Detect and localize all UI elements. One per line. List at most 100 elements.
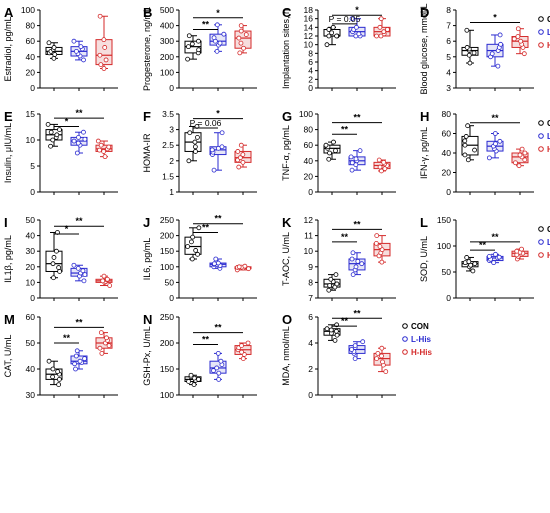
y-tick-label: 50 — [442, 267, 452, 277]
y-axis-label: GSH-Px, U/mL — [142, 326, 152, 386]
box-l-his — [348, 250, 366, 278]
y-tick-label: 2.5 — [162, 140, 174, 150]
data-point — [324, 42, 330, 48]
sig-label: ** — [341, 124, 349, 134]
y-axis-label: MDA, nmol/mL — [281, 326, 291, 386]
data-point — [56, 376, 62, 382]
data-point — [521, 51, 527, 57]
data-point — [196, 38, 201, 44]
data-point — [348, 154, 354, 160]
data-point — [186, 44, 191, 50]
box-l-his — [209, 350, 227, 382]
sig-label: ** — [214, 214, 222, 224]
data-point — [193, 149, 198, 154]
data-point — [237, 155, 243, 161]
panel-letter: L — [420, 215, 428, 230]
data-point — [185, 244, 191, 249]
data-point — [498, 41, 504, 47]
legend-label: L-His — [547, 238, 550, 247]
y-tick-label: 3 — [446, 83, 451, 93]
data-point — [215, 260, 221, 266]
sig-label: * — [65, 224, 69, 234]
y-tick-label: 60 — [26, 312, 36, 322]
box-l-his — [348, 16, 366, 39]
data-point — [216, 376, 222, 382]
data-point — [353, 264, 359, 270]
data-point — [238, 23, 244, 29]
data-point — [236, 164, 242, 170]
data-point — [514, 248, 520, 254]
data-point — [511, 36, 517, 42]
data-point — [489, 51, 495, 57]
data-point — [519, 146, 525, 152]
data-point — [214, 48, 220, 54]
data-point — [54, 248, 59, 254]
data-point — [513, 160, 518, 166]
data-point — [349, 167, 355, 173]
data-point — [462, 152, 468, 158]
box-con — [184, 124, 202, 164]
box-l-his — [209, 256, 227, 271]
data-point — [519, 246, 524, 252]
data-point — [189, 41, 195, 47]
data-point — [188, 372, 194, 378]
box-con — [45, 122, 63, 149]
sig-label: ** — [202, 335, 210, 345]
data-point — [467, 60, 473, 66]
box-h-his — [373, 233, 391, 265]
y-tick-label: 6 — [446, 36, 451, 46]
panel-letter: D — [420, 5, 429, 20]
data-point — [328, 276, 334, 282]
data-point — [355, 258, 361, 264]
data-point — [75, 265, 81, 271]
data-point — [463, 134, 469, 139]
data-point — [102, 45, 108, 50]
legend-label: L-His — [547, 132, 550, 141]
sig-label: ** — [63, 333, 71, 343]
data-point — [377, 244, 383, 249]
box-l-his — [486, 251, 504, 266]
panel-j: J 0 50 100 150 200 250 IL6, pg/mL ** ** — [142, 214, 257, 303]
box-h-his — [234, 23, 252, 56]
data-point — [213, 256, 219, 262]
data-point — [326, 27, 332, 32]
data-point — [80, 268, 86, 274]
y-tick-label: 0 — [30, 83, 35, 93]
y-tick-label: 16 — [304, 14, 314, 24]
data-point — [462, 138, 468, 144]
data-point — [496, 254, 502, 260]
data-point — [97, 345, 103, 351]
data-point — [491, 260, 497, 266]
data-point — [377, 164, 383, 170]
data-point — [385, 27, 390, 32]
y-tick-label: 250 — [160, 312, 174, 322]
data-point — [74, 48, 79, 54]
y-tick-label: 100 — [160, 390, 174, 400]
data-point — [515, 34, 521, 39]
sig-label: ** — [75, 108, 83, 118]
data-point — [72, 361, 78, 367]
y-tick-label: 12 — [304, 31, 314, 41]
y-tick-label: 3 — [169, 125, 174, 135]
data-point — [186, 33, 192, 39]
y-tick-label: 0 — [169, 83, 174, 93]
y-axis-label: T-AOC, U/mL — [281, 232, 291, 286]
y-tick-label: 8 — [308, 277, 313, 287]
y-tick-label: 250 — [160, 215, 174, 225]
box-h-his — [95, 273, 113, 288]
data-point — [74, 348, 80, 354]
data-point — [195, 251, 200, 257]
box-h-his — [95, 330, 113, 356]
panel-h: H 0 20 40 60 80 IFN-γ, pg/mL ** CON L-His H-His — [419, 109, 550, 197]
legend-marker — [538, 120, 544, 126]
data-point — [486, 253, 492, 259]
legend-marker — [538, 226, 544, 232]
y-axis-label: HOMA-IR — [142, 133, 152, 172]
sig-label: * — [65, 116, 69, 126]
box-con — [45, 230, 63, 281]
panel-letter: C — [282, 5, 292, 20]
data-point — [82, 136, 88, 142]
y-tick-label: 100 — [299, 109, 313, 119]
